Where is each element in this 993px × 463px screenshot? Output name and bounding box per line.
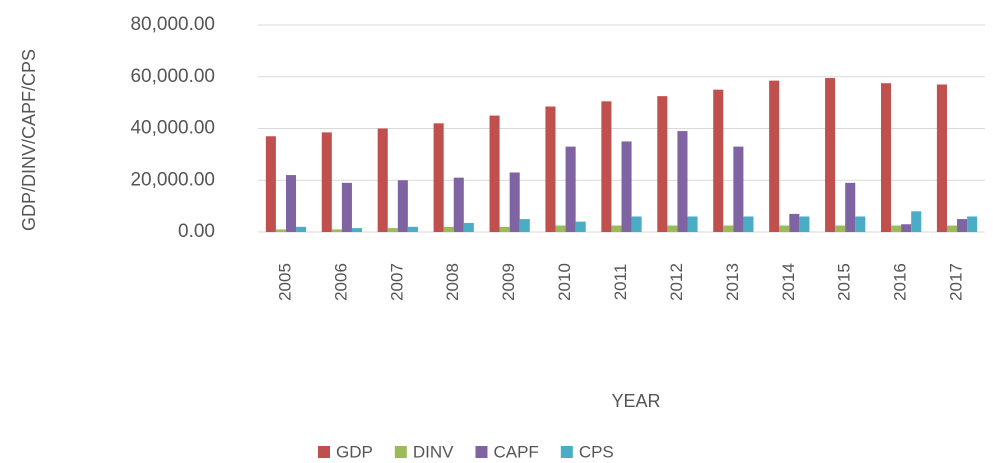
x-tick-label: 2013 bbox=[723, 263, 742, 301]
x-tick-label: 2012 bbox=[667, 263, 686, 301]
bar bbox=[555, 225, 566, 232]
bar bbox=[407, 226, 418, 232]
x-axis-title: YEAR bbox=[611, 391, 660, 411]
bar bbox=[946, 225, 958, 232]
bar bbox=[321, 132, 332, 232]
bar bbox=[575, 221, 586, 232]
bar bbox=[901, 224, 912, 232]
x-tick-label: 2017 bbox=[947, 263, 966, 301]
bar bbox=[713, 89, 724, 232]
x-tick-label: 2008 bbox=[443, 263, 462, 301]
bar bbox=[331, 229, 342, 232]
bar bbox=[799, 216, 810, 232]
x-tick-label: 2016 bbox=[891, 263, 910, 301]
bar bbox=[733, 146, 744, 232]
bar bbox=[835, 225, 846, 232]
bar bbox=[397, 180, 408, 232]
bar bbox=[499, 226, 510, 232]
x-tick-label: 2005 bbox=[275, 263, 294, 301]
bar bbox=[855, 216, 866, 232]
bar bbox=[351, 228, 363, 232]
bar bbox=[489, 115, 500, 232]
bar bbox=[265, 136, 276, 232]
y-tick-label: 60,000.00 bbox=[130, 66, 215, 87]
bar bbox=[789, 213, 800, 232]
bar bbox=[433, 123, 444, 232]
x-tick-label: 2010 bbox=[555, 263, 574, 301]
bar bbox=[631, 216, 642, 232]
x-tick-label: 2009 bbox=[499, 263, 518, 301]
x-tick-label: 2015 bbox=[835, 263, 854, 301]
bar bbox=[845, 182, 856, 232]
bar bbox=[769, 80, 780, 232]
bar bbox=[341, 182, 352, 232]
bar bbox=[621, 141, 632, 232]
bar bbox=[565, 146, 576, 232]
bar bbox=[743, 216, 754, 232]
bar bbox=[611, 225, 622, 232]
legend-label: GDP bbox=[336, 442, 373, 461]
bar bbox=[377, 128, 388, 232]
bar bbox=[880, 83, 892, 232]
bar bbox=[387, 228, 398, 232]
bar bbox=[677, 131, 688, 232]
bar bbox=[453, 177, 464, 232]
legend-swatch bbox=[394, 446, 407, 458]
legend-swatch bbox=[318, 446, 330, 458]
legend-label: CAPF bbox=[493, 442, 538, 461]
x-tick-label: 2014 bbox=[779, 263, 798, 301]
x-tick-label: 2006 bbox=[331, 263, 350, 301]
legend-swatch bbox=[560, 446, 573, 458]
bar bbox=[779, 225, 790, 232]
bar bbox=[296, 226, 307, 232]
y-tick-label: 80,000.00 bbox=[130, 14, 215, 35]
x-tick-label: 2011 bbox=[611, 264, 630, 301]
bar bbox=[657, 96, 668, 232]
bar bbox=[545, 106, 556, 232]
bar bbox=[509, 172, 520, 232]
x-tick-label: 2007 bbox=[387, 263, 406, 301]
bar bbox=[519, 219, 530, 232]
bar bbox=[443, 226, 454, 232]
bar bbox=[825, 78, 836, 232]
y-tick-label: 0.00 bbox=[178, 221, 215, 242]
y-axis-title: GDP/DINV/CAPF/CPS bbox=[19, 49, 39, 231]
legend-label: CPS bbox=[579, 442, 614, 461]
legend-swatch bbox=[475, 446, 488, 458]
legend-label: DINV bbox=[413, 442, 454, 461]
bar bbox=[911, 211, 922, 232]
bar bbox=[723, 225, 734, 232]
y-tick-label: 20,000.00 bbox=[130, 169, 215, 190]
bar bbox=[667, 225, 678, 232]
bar bbox=[967, 216, 978, 232]
bar bbox=[463, 222, 474, 232]
bar bbox=[687, 216, 698, 232]
bar bbox=[285, 175, 297, 232]
bar bbox=[936, 84, 947, 232]
bar bbox=[601, 101, 612, 232]
bar bbox=[957, 219, 968, 232]
bar bbox=[891, 225, 902, 232]
y-tick-label: 40,000.00 bbox=[130, 118, 215, 139]
bar bbox=[275, 229, 286, 232]
